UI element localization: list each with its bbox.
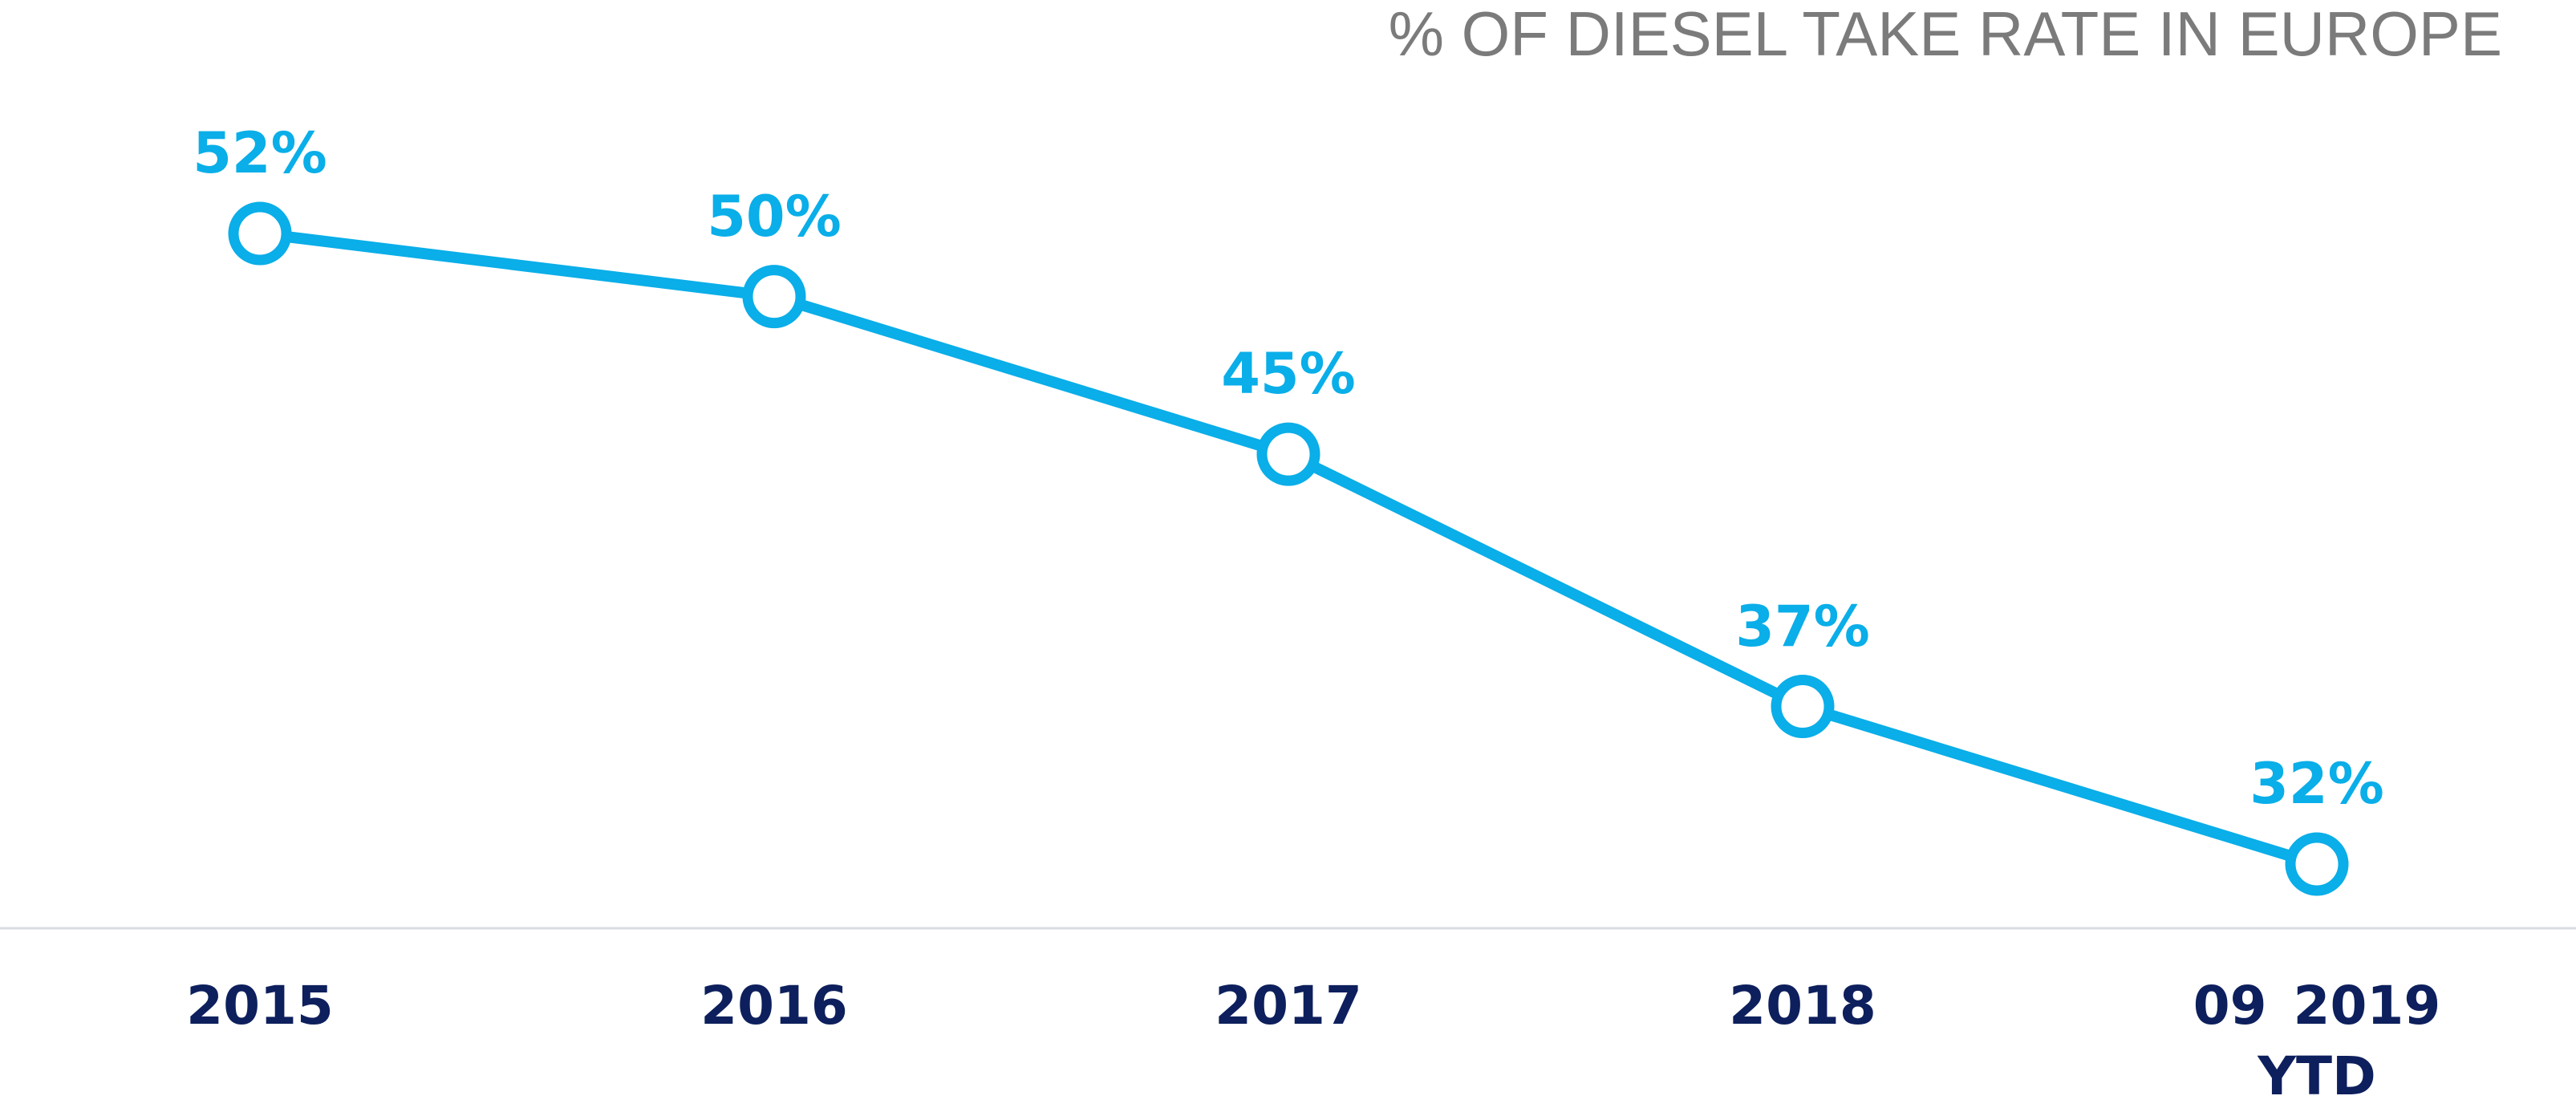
x-tick-label: 2015 [186, 975, 334, 1037]
point [228, 201, 292, 266]
point [1256, 422, 1320, 486]
value-label: 50% [707, 183, 842, 250]
point [1771, 675, 1835, 738]
x-tick-label: 09 2019 YTD [2193, 975, 2441, 1107]
value-label: 37% [1735, 593, 1870, 659]
point [2285, 832, 2349, 896]
point [742, 265, 806, 329]
chart-title: % OF DIESEL TAKE RATE IN EUROPE [1388, 0, 2502, 69]
x-tick-label: 2018 [1729, 975, 1876, 1037]
value-label: 52% [193, 120, 327, 186]
value-label: 45% [1221, 341, 1356, 408]
x-tick-label: 2017 [1215, 975, 1362, 1037]
value-label: 32% [2249, 751, 2384, 817]
x-tick-label: 2016 [700, 975, 848, 1037]
line [259, 228, 2319, 870]
